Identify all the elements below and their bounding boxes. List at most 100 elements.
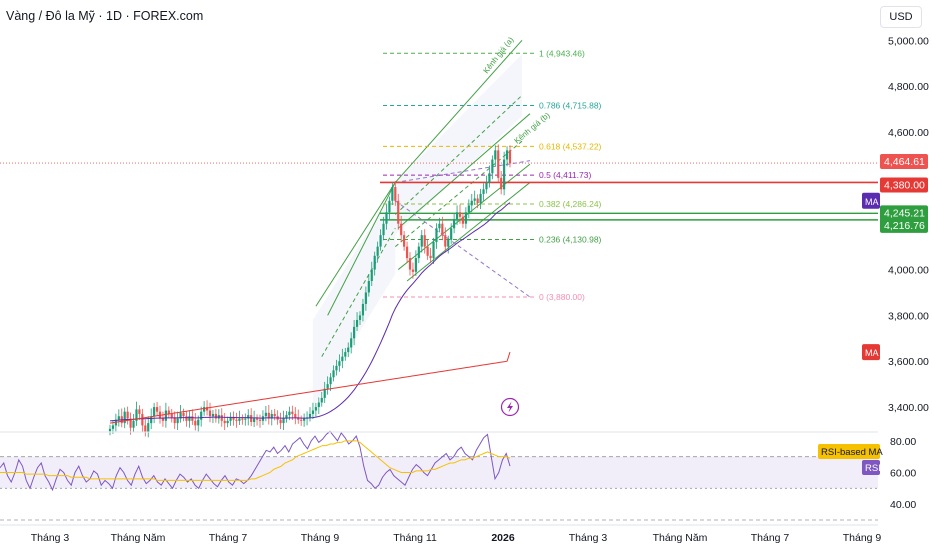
price-label: 4,216.76 bbox=[884, 220, 925, 232]
candle-body bbox=[467, 205, 470, 213]
candle-body bbox=[473, 198, 476, 201]
x-tick-label: Tháng 3 bbox=[31, 532, 70, 544]
candle-body bbox=[420, 235, 423, 247]
candle-body bbox=[423, 235, 426, 247]
candle-body bbox=[388, 200, 391, 213]
candle bbox=[176, 411, 179, 430]
x-tick-label: Tháng 7 bbox=[751, 532, 790, 544]
candle-body bbox=[476, 198, 479, 204]
candle-body bbox=[411, 269, 415, 272]
candle-body bbox=[126, 411, 129, 419]
candle bbox=[361, 298, 365, 322]
candle bbox=[391, 181, 394, 205]
candle-body bbox=[161, 418, 165, 421]
candle-body bbox=[426, 246, 429, 256]
candle-body bbox=[373, 255, 376, 270]
candle bbox=[126, 406, 129, 425]
candle-body bbox=[200, 411, 203, 420]
candle bbox=[438, 217, 441, 233]
candle bbox=[503, 151, 506, 196]
currency-button[interactable]: USD bbox=[880, 6, 922, 28]
candle bbox=[314, 402, 317, 417]
candle bbox=[135, 401, 138, 426]
candle bbox=[255, 414, 259, 426]
candle bbox=[476, 194, 479, 209]
candle bbox=[414, 250, 417, 276]
candle-body bbox=[238, 418, 241, 421]
candle-body bbox=[294, 413, 297, 418]
candle-body bbox=[132, 420, 135, 428]
candle-body bbox=[470, 200, 473, 206]
y-tick-label: 4,000.00 bbox=[888, 265, 929, 277]
y-tick-label: 4,600.00 bbox=[888, 127, 929, 139]
candle bbox=[470, 193, 473, 213]
candle-body bbox=[170, 413, 173, 418]
candle bbox=[341, 348, 344, 369]
candle-body bbox=[194, 420, 197, 426]
candle-body bbox=[205, 407, 209, 411]
candle-body bbox=[344, 352, 347, 357]
candle bbox=[217, 409, 220, 424]
channel-b-mid bbox=[406, 182, 531, 282]
candle-body bbox=[258, 419, 262, 421]
candle bbox=[258, 414, 262, 428]
candle bbox=[300, 415, 303, 426]
candle bbox=[441, 216, 444, 241]
candle bbox=[173, 411, 176, 430]
candle bbox=[294, 407, 297, 425]
candle bbox=[223, 413, 226, 430]
channel-b-upper bbox=[397, 113, 531, 229]
candle bbox=[497, 144, 500, 182]
candle bbox=[297, 409, 300, 424]
rsi-ma-badge: RSI-based MA bbox=[821, 447, 883, 458]
candle bbox=[185, 411, 188, 427]
rsi-line bbox=[0, 430, 511, 492]
candle-body bbox=[223, 420, 226, 424]
candle-body bbox=[505, 150, 509, 160]
channel-a-mid-2 bbox=[394, 94, 523, 215]
candle bbox=[279, 412, 282, 430]
candle-body bbox=[185, 416, 188, 421]
candle-body bbox=[488, 173, 491, 183]
candle bbox=[435, 223, 438, 249]
candle bbox=[129, 412, 132, 435]
channel-a-lower-1 bbox=[327, 182, 396, 316]
candle bbox=[408, 252, 412, 276]
lightning-icon[interactable] bbox=[500, 397, 520, 417]
fib-label: 0.382 (4,286.24) bbox=[539, 199, 602, 209]
candle bbox=[467, 199, 470, 219]
fib-label: 1 (4,943.46) bbox=[539, 48, 585, 58]
candle-body bbox=[335, 365, 338, 371]
candle bbox=[188, 410, 191, 428]
candle-body bbox=[197, 419, 200, 426]
candle-body bbox=[455, 212, 459, 220]
candle-body bbox=[241, 418, 244, 420]
candle-body bbox=[447, 239, 450, 247]
symbol-title[interactable]: Vàng / Đô la Mỹ · 1D · FOREX.com bbox=[6, 9, 204, 23]
candle-body bbox=[438, 223, 441, 229]
candle-body bbox=[229, 417, 232, 421]
ma-long-line bbox=[109, 351, 511, 424]
candle bbox=[358, 311, 362, 326]
candle-body bbox=[441, 223, 444, 236]
candle-body bbox=[250, 415, 253, 422]
rsi-y-tick-label: 80.00 bbox=[890, 436, 916, 448]
candle-body bbox=[129, 418, 132, 428]
candle-body bbox=[255, 418, 259, 420]
candle-body bbox=[394, 187, 397, 201]
candle-body bbox=[220, 415, 223, 421]
candle bbox=[373, 251, 376, 276]
candle-body bbox=[355, 319, 359, 327]
candle bbox=[353, 319, 356, 346]
candle bbox=[320, 391, 323, 407]
candle bbox=[479, 188, 482, 210]
candle bbox=[500, 170, 503, 195]
candle bbox=[461, 212, 465, 228]
candle-body bbox=[308, 413, 312, 418]
candle-body bbox=[247, 415, 250, 419]
candle-body bbox=[297, 417, 300, 420]
rsi-badge: RSI bbox=[865, 463, 881, 474]
candle bbox=[447, 235, 450, 254]
candle bbox=[367, 274, 370, 297]
